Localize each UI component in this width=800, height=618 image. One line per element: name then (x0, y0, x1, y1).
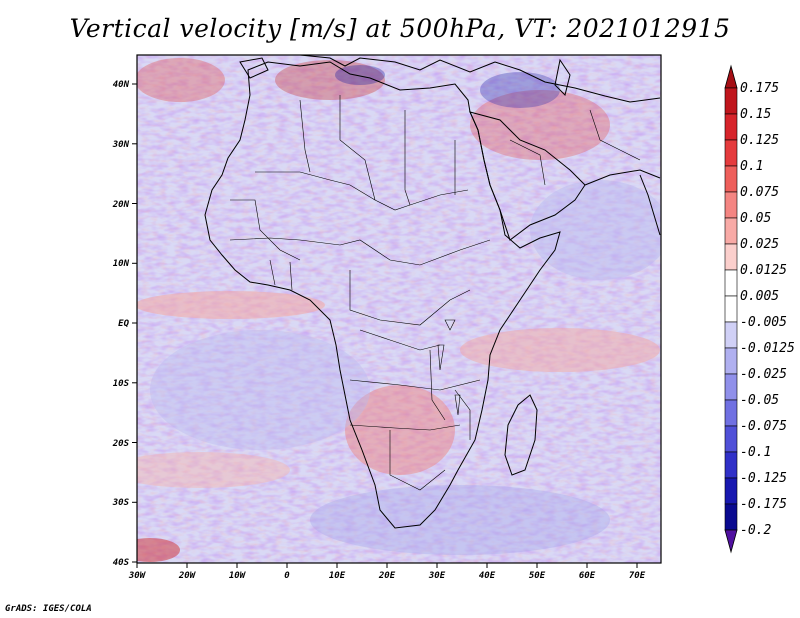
longitude-labels: 30W 20W 10W 0 10E 20E 30E 40E 50E 60E 70… (128, 571, 646, 581)
colorbar-label: -0.075 (740, 419, 787, 434)
lon-label-50e: 50E (529, 571, 546, 581)
colorbar-label: -0.1 (740, 445, 771, 460)
colorbar-label: 0.05 (740, 211, 771, 226)
colorbar-label: 0.125 (740, 133, 779, 148)
colorbar-swatch (724, 243, 738, 271)
lat-label-30n: 30N (112, 140, 130, 150)
lat-label-40s: 40S (113, 558, 130, 568)
colorbar-label: -0.05 (740, 393, 779, 408)
axis-ticks (132, 83, 638, 568)
colorbar-label: 0.075 (740, 185, 779, 200)
lon-label-30w: 30W (128, 571, 147, 581)
colorbar-label: 0.025 (740, 237, 779, 252)
lon-label-70e: 70E (629, 571, 646, 581)
lon-label-10e: 10E (329, 571, 346, 581)
lat-label-20s: 20S (112, 439, 130, 449)
grads-credit: GrADS: IGES/COLA (5, 604, 92, 614)
colorbar-swatch (724, 295, 738, 323)
colorbar-label: -0.0125 (740, 341, 795, 356)
colorbar-swatch (724, 451, 738, 479)
colorbar-top-arrow (724, 64, 738, 89)
colorbar-bottom-arrow (724, 529, 738, 554)
colorbar-swatch (724, 477, 738, 505)
colorbar-swatch (724, 373, 738, 401)
colorbar-swatch (724, 269, 738, 297)
lat-label-20n: 20N (112, 200, 130, 210)
lat-label-40n: 40N (113, 80, 130, 90)
colorbar-label: -0.025 (740, 367, 787, 382)
lon-label-30e: 30E (428, 571, 446, 581)
colorbar-swatch (724, 347, 738, 375)
velocity-field (137, 55, 661, 563)
lon-label-20w: 20W (178, 571, 197, 581)
colorbar-swatch (724, 321, 738, 349)
colorbar-label: 0.175 (740, 81, 779, 96)
lat-label-eq: EQ (118, 319, 129, 329)
colorbar-swatch (724, 113, 738, 141)
colorbar-label: 0.0125 (740, 263, 787, 278)
colorbar-swatch (724, 425, 738, 453)
colorbar: 0.175 0.15 0.125 0.1 0.075 0.05 0.025 0.0125 0.0… (724, 64, 795, 554)
colorbar-label: -0.175 (740, 497, 787, 512)
colorbar-swatch (724, 191, 738, 219)
colorbar-swatch (724, 87, 738, 115)
lon-label-20e: 20E (378, 571, 396, 581)
lat-label-30s: 30S (112, 498, 130, 508)
latitude-labels: 40N 30N 20N 10N EQ 10S 20S 30S 40S (112, 80, 130, 568)
map-title: Vertical velocity [m/s] at 500hPa, VT: 2… (69, 14, 731, 43)
colorbar-label: -0.2 (740, 523, 771, 538)
colorbar-label: 0.15 (740, 107, 771, 122)
plot-frame (136, 54, 662, 564)
colorbar-swatch (724, 399, 738, 427)
colorbar-swatch (724, 165, 738, 193)
lon-label-10w: 10W (229, 571, 247, 581)
lat-label-10s: 10S (113, 379, 130, 389)
colorbar-label: 0.005 (740, 289, 779, 304)
colorbar-swatch (724, 217, 738, 245)
country-borders (229, 95, 641, 491)
colorbar-swatch (724, 139, 738, 167)
colorbar-label: -0.005 (740, 315, 787, 330)
lon-label-60e: 60E (579, 571, 596, 581)
colorbar-label: -0.125 (740, 471, 787, 486)
lon-label-0: 0 (284, 571, 290, 581)
colorbar-swatch (724, 503, 738, 531)
colorbar-label: 0.1 (740, 159, 763, 174)
coastlines (204, 55, 661, 529)
lon-label-40e: 40E (479, 571, 496, 581)
lat-label-10n: 10N (113, 259, 130, 269)
